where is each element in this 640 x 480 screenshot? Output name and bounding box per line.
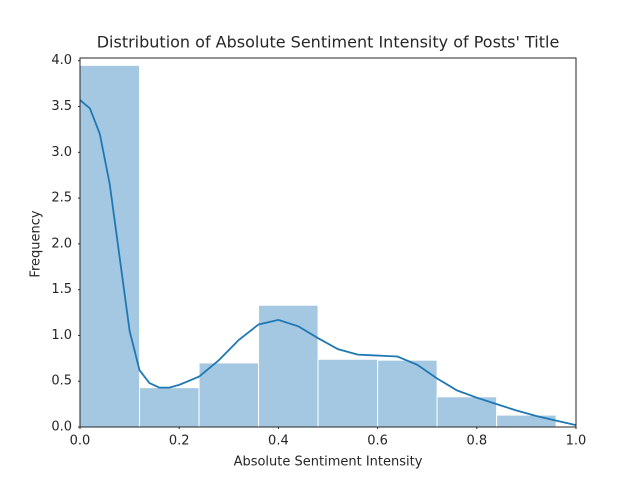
bar: [258, 304, 319, 428]
x-tick-label: 0.4: [268, 434, 289, 449]
y-tick-label: 1.0: [51, 328, 72, 343]
bar: [317, 358, 379, 428]
x-tick-label: 1.0: [566, 434, 587, 449]
y-axis-label: Frequency: [29, 210, 44, 277]
y-tick-label: 1.5: [51, 282, 72, 297]
x-tick-label: 0.2: [169, 434, 190, 449]
y-tick-label: 4.0: [51, 53, 72, 68]
x-tick-label: 0.8: [466, 434, 487, 449]
bar: [377, 359, 438, 428]
bar: [79, 64, 141, 428]
y-tick-label: 3.5: [51, 99, 72, 114]
x-tick-label: 0.6: [367, 434, 388, 449]
y-tick-label: 0.0: [51, 420, 72, 435]
x-tick-label: 0.0: [70, 434, 91, 449]
bar: [496, 414, 557, 428]
y-tick-label: 3.0: [51, 145, 72, 160]
chart-title: Distribution of Absolute Sentiment Inten…: [97, 33, 560, 52]
y-tick-label: 0.5: [51, 374, 72, 389]
kde-line: [79, 99, 577, 427]
bar: [198, 362, 260, 428]
y-tick-label: 2.5: [51, 191, 72, 206]
x-axis-label: Absolute Sentiment Intensity: [234, 455, 423, 470]
bar: [139, 387, 200, 428]
plot-frame: [79, 57, 577, 428]
y-tick-label: 2.0: [51, 236, 72, 251]
